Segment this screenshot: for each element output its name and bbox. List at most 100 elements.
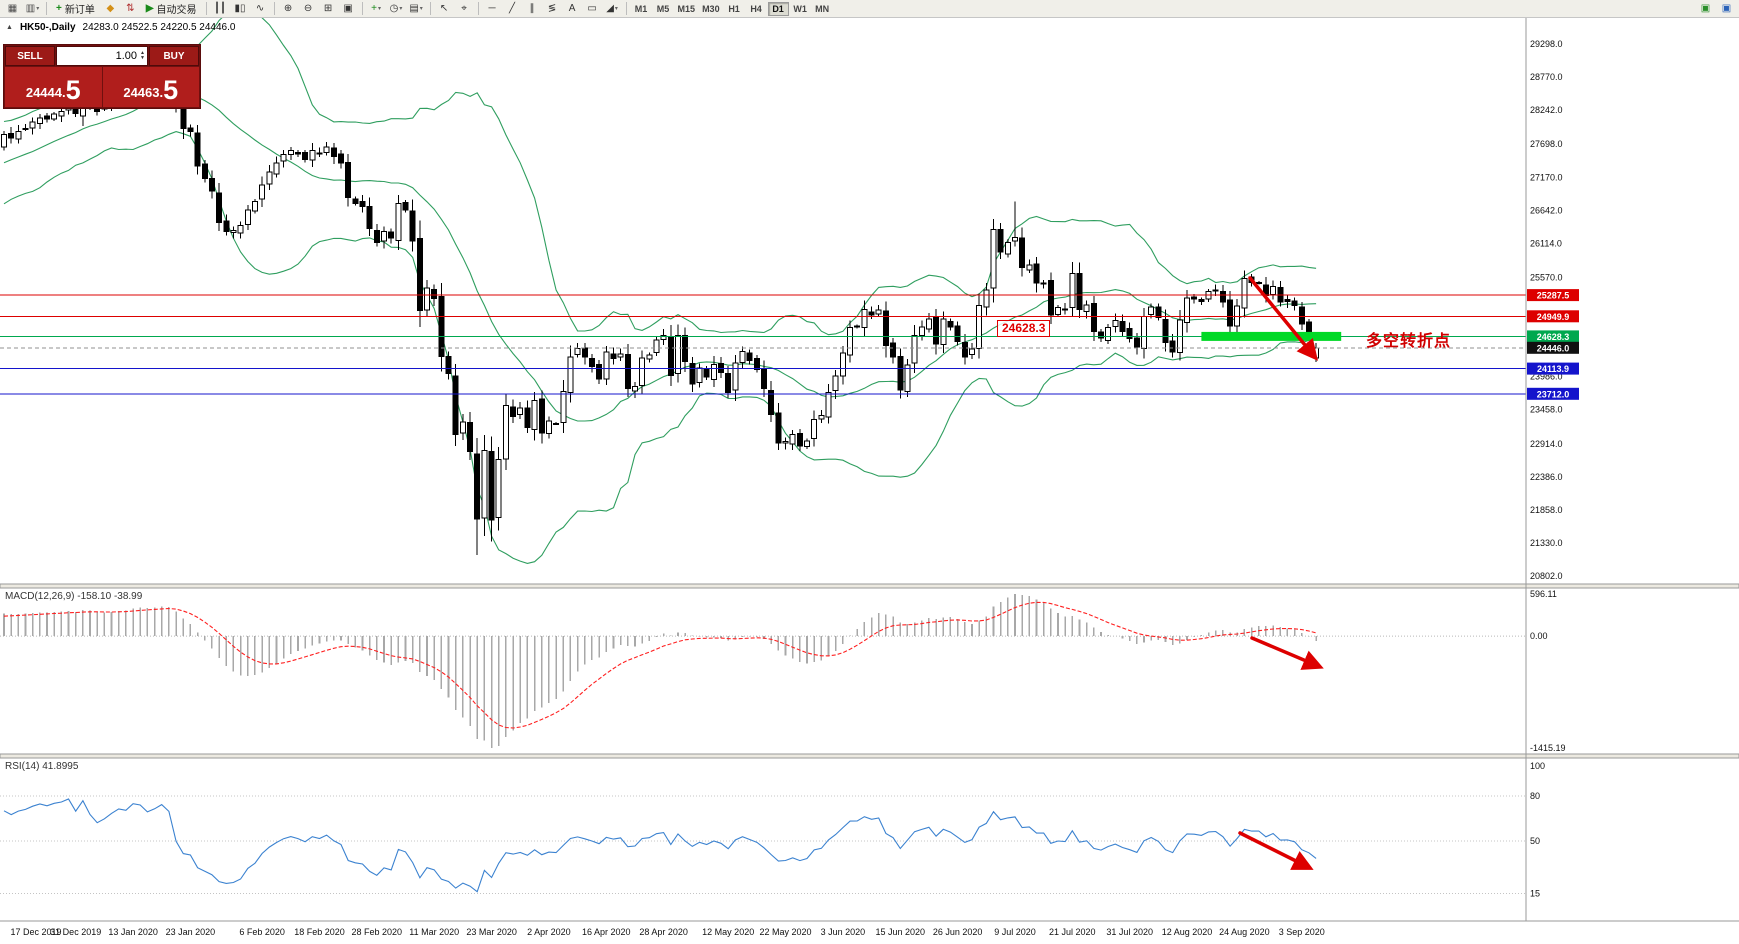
profiles-icon[interactable]: ▥ ▾ xyxy=(23,0,42,17)
price-level-callout[interactable]: 24628.3 xyxy=(997,320,1051,337)
chart-symbol-label: HK50-,Daily xyxy=(19,22,76,33)
svg-text:25287.5: 25287.5 xyxy=(1537,291,1570,301)
svg-text:18 Feb 2020: 18 Feb 2020 xyxy=(294,927,345,937)
timeframe-button-M1[interactable]: M1 xyxy=(631,2,652,16)
svg-text:23 Mar 2020: 23 Mar 2020 xyxy=(466,927,517,937)
buy-button[interactable]: BUY xyxy=(149,46,199,66)
timeframe-button-H1[interactable]: H1 xyxy=(724,2,745,16)
macd-trend-arrow[interactable] xyxy=(1250,636,1324,670)
svg-text:24949.9: 24949.9 xyxy=(1537,312,1570,322)
bollinger-bands xyxy=(3,18,1317,564)
label-tool-icon-glyph: ▭ xyxy=(587,2,597,14)
new-chart-icon[interactable]: ▦ xyxy=(3,0,22,17)
timeframe-button-MN[interactable]: MN xyxy=(812,2,833,16)
svg-text:24113.9: 24113.9 xyxy=(1537,364,1569,374)
rsi-trend-arrow[interactable] xyxy=(1238,831,1314,870)
cursor-icon[interactable]: ↖ xyxy=(435,0,454,17)
stepper-down-icon[interactable]: ▼ xyxy=(140,55,145,61)
trendline-tool-icon[interactable]: ╱ xyxy=(503,0,522,17)
timeframe-button-M30[interactable]: M30 xyxy=(699,2,723,16)
svg-text:23458.0: 23458.0 xyxy=(1530,405,1563,415)
chart-canvas[interactable]: 29298.0 28770.0 28242.0 27698.0 27170.0 26642… xyxy=(0,18,1739,944)
svg-text:6 Feb 2020: 6 Feb 2020 xyxy=(239,927,285,937)
market-watch-icon[interactable]: ◆ xyxy=(101,0,120,17)
new-order-button[interactable]: + 新订单 xyxy=(51,1,100,17)
toolbar-separator xyxy=(273,2,275,15)
price-pane xyxy=(0,18,1526,564)
svg-text:596.11: 596.11 xyxy=(1530,589,1557,599)
buy-price-tile[interactable]: 24463. 5 xyxy=(102,67,199,107)
sell-price-tile[interactable]: 24444. 5 xyxy=(5,67,102,107)
periods-icon[interactable]: ◷ ▾ xyxy=(387,0,406,17)
timeframe-button-M5[interactable]: M5 xyxy=(653,2,674,16)
tile-windows-icon-glyph: ⊞ xyxy=(323,2,333,14)
toolbar-right-group: ▣ ▣ xyxy=(1696,0,1736,17)
price-trend-arrow[interactable] xyxy=(1248,276,1318,361)
stepper-up-icon[interactable]: ▲ xyxy=(140,50,145,56)
svg-text:22914.0: 22914.0 xyxy=(1530,439,1563,449)
svg-text:16 Apr 2020: 16 Apr 2020 xyxy=(582,927,631,937)
shapes-tool-icon[interactable]: ◢ ▾ xyxy=(603,0,622,17)
trade-panel-quotes: 24444. 5 24463. 5 xyxy=(4,67,200,108)
community-icon[interactable]: ▣ xyxy=(1717,0,1736,17)
arrange-windows-icon[interactable]: ▣ xyxy=(339,0,358,17)
fibonacci-tool-icon-glyph: ≶ xyxy=(547,2,557,14)
channel-tool-icon[interactable]: ∥ xyxy=(523,0,542,17)
toolbar-separator xyxy=(205,2,207,15)
svg-text:100: 100 xyxy=(1530,761,1545,771)
line-chart-icon[interactable]: ∿ xyxy=(251,0,270,17)
svg-text:26114.0: 26114.0 xyxy=(1530,238,1562,248)
candlestick-chart-icon[interactable]: ▮▯ xyxy=(231,0,250,17)
crosshair-icon-glyph: ⌖ xyxy=(461,2,467,14)
templates-icon[interactable]: ▤ ▾ xyxy=(407,0,426,17)
toolbar-separator xyxy=(477,2,479,15)
hline-tool-icon-glyph: ─ xyxy=(488,2,496,14)
indicators-add-icon-glyph: + xyxy=(371,2,377,14)
svg-text:23712.0: 23712.0 xyxy=(1537,389,1570,399)
pane-separators[interactable] xyxy=(0,18,1739,922)
svg-text:11 Mar 2020: 11 Mar 2020 xyxy=(409,927,459,937)
bar-chart-icon[interactable]: ┃┃ xyxy=(211,0,230,17)
indicators-add-icon[interactable]: + ▾ xyxy=(367,0,386,17)
autotrading-button[interactable]: ▶ 自动交易 xyxy=(141,1,202,17)
zoom-out-icon[interactable]: ⊖ xyxy=(299,0,318,17)
fibonacci-tool-icon[interactable]: ≶ xyxy=(543,0,562,17)
buy-price-big-digit: 5 xyxy=(163,75,179,105)
svg-text:-1415.19: -1415.19 xyxy=(1530,743,1566,753)
new-order-button-label: 新订单 xyxy=(64,5,95,16)
volume-field[interactable]: 1.00 ▲ ▼ xyxy=(56,46,148,66)
macd-histogram xyxy=(3,594,1317,748)
volume-stepper[interactable]: ▲ ▼ xyxy=(140,51,145,61)
label-tool-icon[interactable]: ▭ xyxy=(583,0,602,17)
arrange-windows-icon-glyph: ▣ xyxy=(343,2,353,14)
svg-text:27698.0: 27698.0 xyxy=(1530,139,1563,149)
new-chart-icon-glyph: ▦ xyxy=(7,2,18,14)
periods-icon-glyph: ◷ xyxy=(389,2,399,14)
svg-text:15: 15 xyxy=(1530,889,1540,899)
timeframe-button-D1[interactable]: D1 xyxy=(767,1,789,16)
svg-text:3 Sep 2020: 3 Sep 2020 xyxy=(1279,927,1325,937)
timeframe-button-M15[interactable]: M15 xyxy=(675,2,699,16)
text-tool-icon[interactable]: A xyxy=(563,0,582,17)
data-window-icon[interactable]: ⇅ xyxy=(121,0,140,17)
timeframe-button-H4[interactable]: H4 xyxy=(746,2,767,16)
shapes-tool-icon-glyph: ◢ xyxy=(606,2,614,14)
chat-icon[interactable]: ▣ xyxy=(1696,0,1715,17)
tile-windows-icon[interactable]: ⊞ xyxy=(319,0,338,17)
svg-text:9 Jul 2020: 9 Jul 2020 xyxy=(994,927,1036,937)
crosshair-icon[interactable]: ⌖ xyxy=(455,0,474,17)
sell-button[interactable]: SELL xyxy=(5,46,55,66)
timeframe-button-W1[interactable]: W1 xyxy=(790,2,811,16)
svg-text:31 Dec 2019: 31 Dec 2019 xyxy=(50,927,101,937)
rsi-indicator-title: RSI(14) 41.8995 xyxy=(5,761,79,772)
support-highlight-rect[interactable] xyxy=(1201,331,1342,341)
svg-text:31 Jul 2020: 31 Jul 2020 xyxy=(1106,927,1153,937)
svg-text:2 Apr 2020: 2 Apr 2020 xyxy=(527,927,571,937)
text-tool-icon-glyph: A xyxy=(568,2,576,14)
zoom-in-icon[interactable]: ⊕ xyxy=(279,0,298,17)
dropdown-arrow-icon: ▾ xyxy=(377,5,381,12)
hline-tool-icon[interactable]: ─ xyxy=(483,0,502,17)
dropdown-arrow-icon: ▾ xyxy=(614,5,618,12)
rsi-axis: 100 80 50 15 xyxy=(1530,761,1545,899)
